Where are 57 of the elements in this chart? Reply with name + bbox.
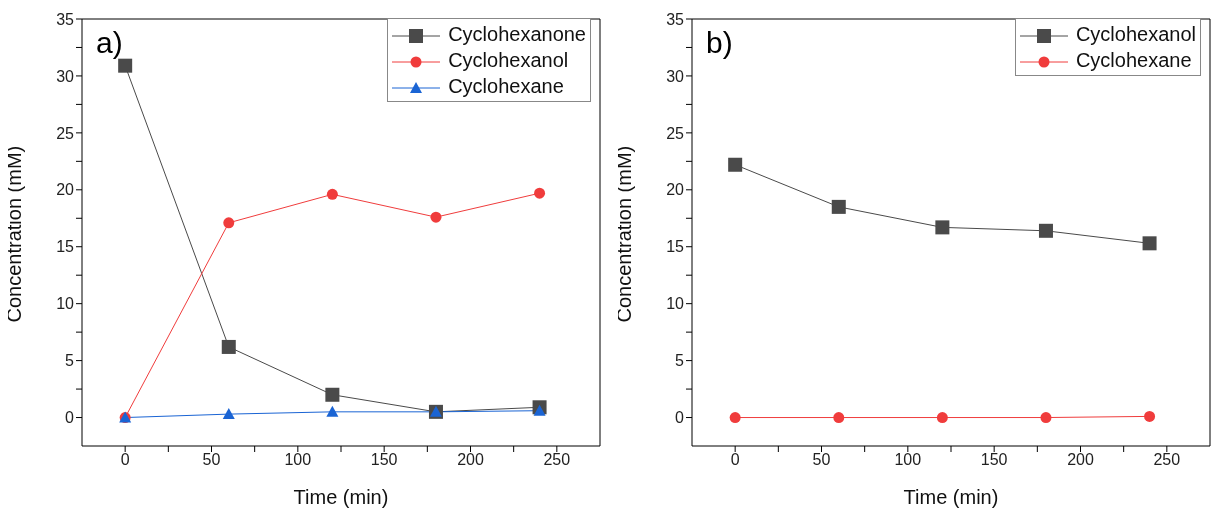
x-tick-label: 150 <box>980 451 1008 469</box>
point <box>534 187 546 199</box>
x-tick-label: 150 <box>370 451 398 469</box>
y-tick-label: 25 <box>666 124 685 142</box>
point <box>1038 223 1053 238</box>
annotation: b) <box>706 26 733 60</box>
point <box>935 220 950 235</box>
point <box>326 405 339 417</box>
legend-label: Cyclohexanol <box>1075 23 1196 45</box>
point <box>729 412 741 424</box>
x-tick-label: 100 <box>284 451 312 469</box>
point <box>831 199 846 214</box>
x-tick-label: 50 <box>202 451 221 469</box>
x-tick-label: 250 <box>543 451 571 469</box>
y-tick-label: 5 <box>675 352 685 370</box>
point <box>1142 236 1157 251</box>
point <box>1040 412 1052 424</box>
x-axis-title: Time (min) <box>293 486 389 508</box>
point <box>936 412 948 424</box>
legend-label: Cyclohexane <box>1075 49 1192 71</box>
x-tick-label: 200 <box>1067 451 1094 469</box>
y-tick-label: 30 <box>666 67 685 85</box>
point <box>430 211 442 223</box>
point <box>222 408 235 420</box>
point <box>221 339 236 354</box>
y-tick-label: 10 <box>56 295 75 313</box>
legend-label: Cyclohexanone <box>448 23 586 45</box>
y-tick-label: 15 <box>56 238 75 256</box>
point <box>326 188 338 200</box>
point <box>325 387 340 402</box>
x-tick-label: 50 <box>812 451 831 469</box>
y-tick-label: 5 <box>65 352 75 370</box>
x-tick-label: 0 <box>730 451 740 469</box>
y-tick-label: 0 <box>65 409 75 427</box>
y-tick-label: 35 <box>56 10 75 28</box>
point <box>223 217 235 229</box>
y-tick-label: 0 <box>675 409 685 427</box>
point <box>833 412 845 424</box>
y-tick-label: 25 <box>56 124 75 142</box>
point <box>118 58 133 73</box>
annotation: a) <box>96 26 123 60</box>
x-tick-label: 200 <box>457 451 484 469</box>
point <box>728 157 743 172</box>
point <box>1144 410 1156 422</box>
x-tick-label: 250 <box>1153 451 1181 469</box>
y-tick-label: 30 <box>56 67 75 85</box>
y-tick-label: 20 <box>666 181 685 199</box>
x-tick-label: 0 <box>120 451 130 469</box>
point <box>533 404 546 416</box>
legend-label: Cyclohexane <box>448 75 564 97</box>
y-tick-label: 35 <box>666 10 685 28</box>
x-tick-label: 100 <box>894 451 922 469</box>
x-axis-title: Time (min) <box>903 486 999 508</box>
legend-label: Cyclohexanol <box>448 49 569 71</box>
y-tick-label: 20 <box>56 181 75 199</box>
y-tick-label: 15 <box>666 238 685 256</box>
y-tick-label: 10 <box>666 295 685 313</box>
